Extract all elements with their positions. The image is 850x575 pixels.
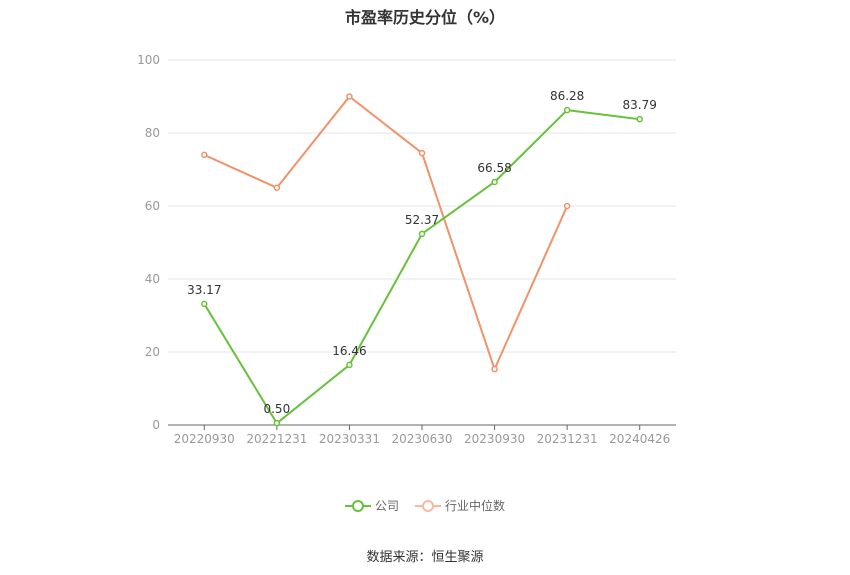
chart-legend: 公司 行业中位数 bbox=[0, 497, 850, 514]
data-source-note: 数据来源：恒生聚源 bbox=[366, 550, 484, 565]
x-tick-label: 20231231 bbox=[537, 432, 598, 446]
data-point-industry bbox=[346, 93, 353, 100]
data-label: 86.28 bbox=[550, 89, 584, 103]
series-line-industry bbox=[203, 95, 569, 371]
y-tick-label: 20 bbox=[145, 345, 160, 359]
data-label: 66.58 bbox=[477, 161, 511, 175]
data-point-industry bbox=[201, 151, 208, 159]
data-point-company bbox=[201, 300, 208, 308]
y-tick-label: 60 bbox=[145, 199, 160, 213]
y-tick-label: 80 bbox=[145, 126, 160, 140]
legend-company-marker bbox=[344, 499, 371, 513]
data-point-industry bbox=[273, 184, 281, 191]
chart-title: 市盈率历史分位（%） bbox=[344, 8, 506, 27]
y-tick-label: 100 bbox=[137, 53, 160, 67]
data-point-company bbox=[346, 361, 353, 369]
data-label: 16.46 bbox=[332, 344, 366, 358]
legend-company-label: 公司 bbox=[374, 499, 399, 513]
data-point-company bbox=[418, 230, 426, 238]
data-label: 0.50 bbox=[263, 402, 290, 416]
data-point-company bbox=[491, 178, 498, 186]
x-tick-label: 20230630 bbox=[391, 432, 452, 446]
data-label: 33.17 bbox=[187, 283, 221, 297]
y-tick-label: 40 bbox=[145, 272, 160, 286]
data-point-industry bbox=[418, 149, 426, 157]
series-line-company bbox=[203, 109, 640, 425]
x-tick-label: 20240426 bbox=[609, 432, 670, 446]
data-label: 83.79 bbox=[623, 98, 657, 112]
legend-industry-marker bbox=[415, 499, 441, 513]
x-tick-label: 20220930 bbox=[174, 432, 235, 446]
y-tick-label: 0 bbox=[152, 418, 160, 432]
data-point-company bbox=[636, 115, 643, 123]
data-label: 52.37 bbox=[405, 213, 439, 227]
legend-item-industry[interactable]: 行业中位数 bbox=[415, 497, 505, 514]
legend-item-company[interactable]: 公司 bbox=[344, 497, 399, 514]
x-tick-label: 20230930 bbox=[464, 432, 525, 446]
legend-industry-label: 行业中位数 bbox=[445, 499, 506, 513]
data-point-industry bbox=[491, 365, 498, 373]
data-point-industry bbox=[563, 202, 571, 210]
data-point-company bbox=[273, 419, 281, 427]
x-tick-label: 20230331 bbox=[319, 432, 380, 446]
data-point-company bbox=[563, 106, 571, 114]
x-tick-label: 20221231 bbox=[246, 432, 307, 446]
